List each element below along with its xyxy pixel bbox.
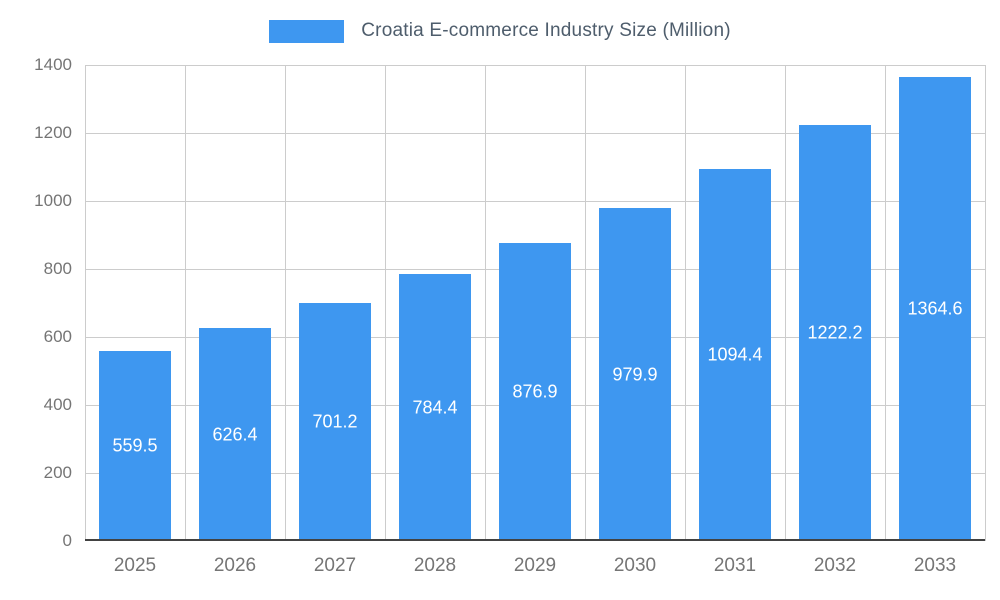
- gridline-horizontal: [85, 133, 985, 134]
- bar-value-label: 1364.6: [907, 298, 963, 319]
- x-axis-tick-label: 2031: [713, 555, 757, 576]
- x-axis-tick-label: 2029: [513, 555, 557, 576]
- bar-2026[interactable]: 626.4: [199, 328, 271, 541]
- bar-2031[interactable]: 1094.4: [699, 169, 771, 541]
- x-axis-tick-label: 2033: [913, 555, 957, 576]
- bar-value-label: 701.2: [312, 411, 358, 432]
- gridline-vertical: [785, 65, 786, 541]
- gridline-horizontal: [85, 65, 985, 66]
- legend-swatch: [269, 19, 345, 43]
- bar-value-label: 979.9: [612, 364, 658, 384]
- bar-value-label: 784.4: [412, 397, 458, 417]
- gridline-vertical: [685, 65, 686, 541]
- gridline-horizontal: [85, 201, 985, 202]
- y-axis-tick-label: 1400: [34, 55, 72, 74]
- bar-value-label: 1222.2: [807, 322, 863, 343]
- bar-2027[interactable]: 701.2: [299, 303, 371, 541]
- x-axis-line: [85, 539, 985, 541]
- gridline-vertical: [885, 65, 886, 541]
- chart-title: Croatia E-commerce Industry Size (Millio…: [361, 20, 731, 41]
- bar-2030[interactable]: 979.9: [599, 208, 671, 541]
- bar-2025[interactable]: 559.5: [99, 351, 171, 541]
- gridline-vertical: [485, 65, 486, 541]
- y-axis-tick-label: 600: [43, 327, 72, 346]
- y-axis-tick-label: 200: [43, 463, 72, 482]
- bar-2032[interactable]: 1222.2: [799, 125, 871, 541]
- gridline-vertical: [385, 65, 386, 541]
- x-axis-tick-label: 2032: [813, 555, 857, 576]
- y-axis-tick-label: 400: [43, 395, 72, 414]
- y-axis-tick-label: 0: [62, 531, 72, 550]
- x-axis-tick-label: 2026: [213, 555, 257, 576]
- x-axis-tick-label: 2028: [413, 555, 457, 576]
- bar-value-label: 626.4: [212, 424, 258, 444]
- y-axis-tick-label: 1200: [34, 123, 72, 142]
- gridline-vertical: [585, 65, 586, 541]
- x-axis-tick-label: 2030: [613, 555, 657, 576]
- x-axis-tick-label: 2027: [313, 555, 357, 576]
- plot-area: 559.5 626.4 701.2 784.4 876.9 979.9 1094.4 1222…: [85, 65, 986, 541]
- y-axis-tick-label: 800: [43, 259, 72, 278]
- gridline-vertical: [985, 65, 986, 541]
- bar-2033[interactable]: 1364.6: [899, 77, 971, 541]
- gridline-vertical: [285, 65, 286, 541]
- bar-2028[interactable]: 784.4: [399, 274, 471, 541]
- bar-value-label: 1094.4: [707, 344, 763, 365]
- bar-value-label: 559.5: [112, 435, 158, 456]
- gridline-vertical: [85, 65, 86, 541]
- bar-value-label: 876.9: [512, 381, 558, 402]
- bar-2029[interactable]: 876.9: [499, 243, 571, 541]
- x-axis-tick-label: 2025: [113, 555, 157, 576]
- gridline-vertical: [185, 65, 186, 541]
- y-axis-tick-label: 1000: [34, 191, 72, 210]
- chart-legend: Croatia E-commerce Industry Size (Millio…: [0, 14, 1000, 48]
